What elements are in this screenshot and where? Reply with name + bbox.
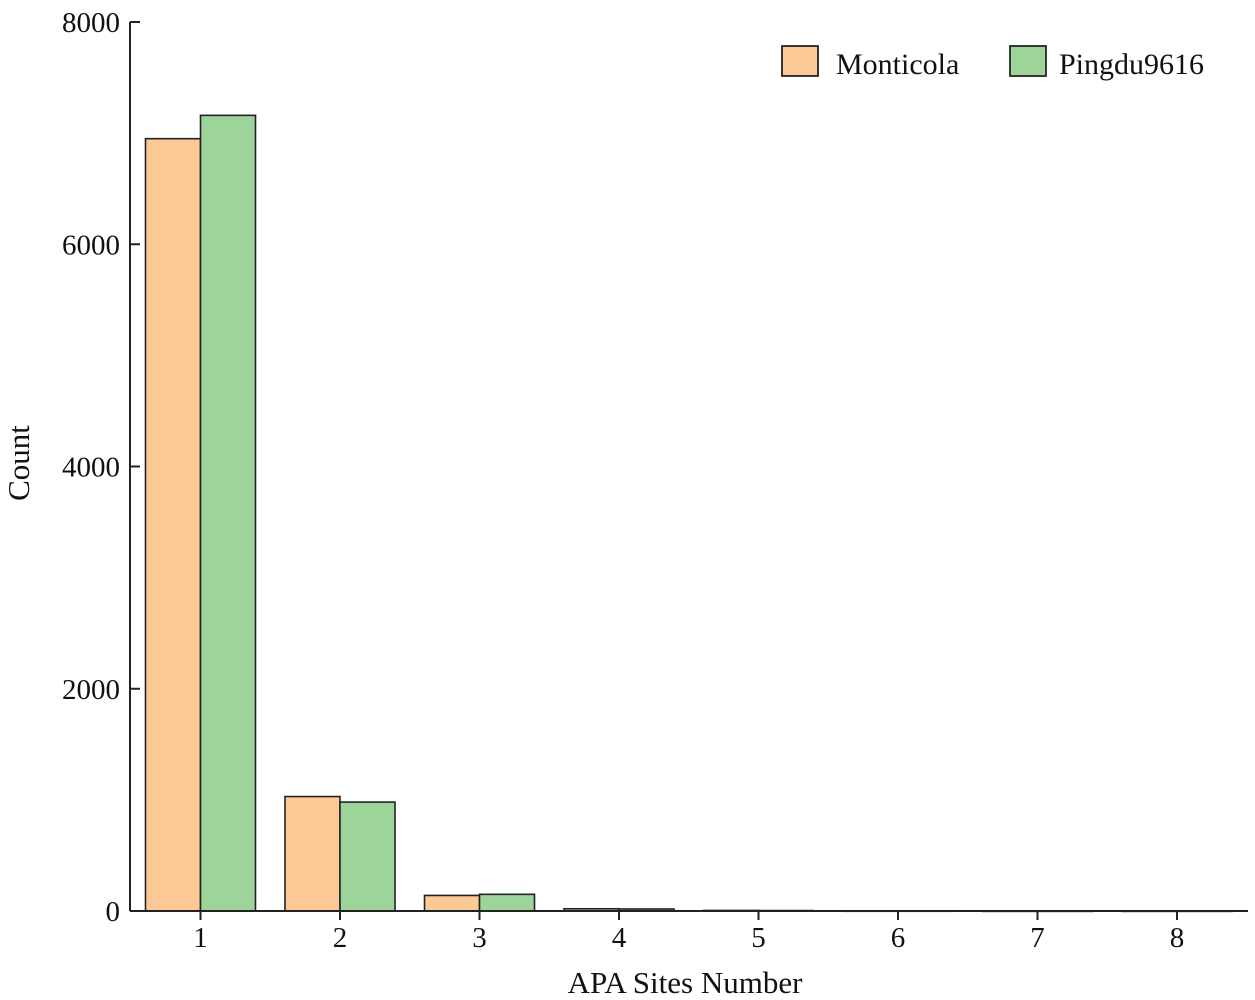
y-tick-label: 2000: [62, 674, 120, 706]
axes-group: [129, 22, 1248, 912]
bars-group: [144, 114, 1233, 913]
legend-label-pingdu9616: Pingdu9616: [1059, 48, 1204, 81]
y-ticks-group: 0 2000 4000 6000 8000: [62, 7, 140, 928]
x-tick-label: 8: [1170, 922, 1185, 954]
bar-monticola-3: [423, 894, 481, 912]
y-tick-label: 4000: [62, 452, 120, 484]
y-tick-label: 6000: [62, 229, 120, 261]
x-tick-label: 2: [333, 922, 348, 954]
x-tick-label: 1: [193, 922, 208, 954]
bar-monticola-2: [284, 795, 341, 912]
legend-label-monticola: Monticola: [836, 48, 959, 81]
legend-swatch-pingdu9616: [1009, 45, 1047, 77]
x-axis-title: APA Sites Number: [568, 965, 804, 1000]
bar-pingdu9616-1: [199, 114, 257, 912]
legend: Monticola Pingdu9616: [781, 45, 1204, 81]
y-tick-label: 8000: [62, 7, 120, 39]
x-tick-label: 5: [751, 922, 766, 954]
x-tick-label: 3: [472, 922, 487, 954]
x-tick-label: 4: [612, 922, 627, 954]
legend-swatch-monticola: [781, 45, 819, 77]
x-ticks-group: 1 2 3 4 5 6 7 8: [193, 911, 1184, 954]
y-axis-title: Count: [1, 425, 36, 501]
x-tick-label: 7: [1030, 922, 1045, 954]
bar-pingdu9616-3: [478, 893, 536, 912]
x-tick-label: 6: [891, 922, 906, 954]
bar-monticola-1: [144, 137, 202, 912]
y-tick-label: 0: [106, 896, 121, 928]
bar-pingdu9616-2: [339, 801, 396, 912]
